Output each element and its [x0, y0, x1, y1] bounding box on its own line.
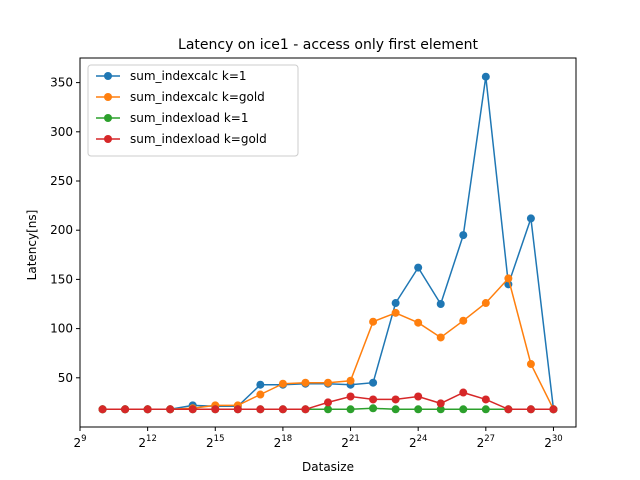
x-tick-label: 29: [73, 434, 86, 450]
data-point: [346, 405, 355, 414]
data-point: [414, 405, 423, 414]
data-point: [143, 405, 152, 414]
x-tick-label: 227: [477, 434, 495, 450]
series-layer: [98, 72, 558, 414]
data-point: [324, 378, 332, 387]
series-line: [102, 276, 555, 411]
x-axis-label: Datasize: [302, 460, 354, 474]
data-point: [369, 404, 378, 413]
y-tick-label: 250: [50, 174, 73, 188]
data-point: [369, 317, 378, 326]
data-point: [98, 405, 107, 414]
data-point: [166, 405, 175, 414]
data-point: [481, 395, 490, 404]
x-tick-label: 218: [274, 434, 292, 450]
series-3: [98, 388, 558, 414]
data-point: [459, 231, 468, 240]
data-point: [459, 388, 468, 397]
data-point: [233, 405, 242, 414]
x-tick-label: 224: [409, 434, 427, 450]
legend: sum_indexcalc k=1 sum_indexcalc k=gold sum…: [87, 64, 299, 157]
plot-area: [79, 57, 577, 428]
y-axis: 50 100 150 200 250 300 350: [50, 76, 80, 385]
data-point: [414, 392, 423, 401]
data-point: [526, 214, 535, 223]
data-point: [436, 399, 445, 408]
data-point: [549, 405, 558, 414]
data-point: [301, 378, 310, 387]
data-point: [121, 405, 130, 414]
data-point: [436, 333, 445, 342]
data-point: [504, 405, 513, 414]
data-point: [324, 398, 332, 407]
legend-marker: [104, 114, 112, 122]
data-point: [391, 299, 400, 308]
legend-item: sum_indexload k=1: [96, 111, 248, 125]
x-tick-label: 215: [206, 434, 224, 450]
x-tick-label: 212: [138, 434, 156, 450]
data-point: [211, 405, 220, 414]
x-tick-label: 230: [544, 434, 562, 450]
series-1: [98, 274, 558, 414]
chart-title: Latency on ice1 - access only first elem…: [178, 37, 478, 53]
legend-label: sum_indexcalc k=1: [130, 69, 247, 83]
y-tick-label: 150: [50, 272, 73, 286]
data-point: [436, 300, 445, 308]
legend-item: sum_indexcalc k=1: [96, 69, 247, 83]
legend-marker: [104, 135, 112, 143]
plot-frame: [79, 57, 577, 428]
data-point: [459, 405, 468, 414]
data-point: [414, 263, 423, 272]
data-point: [504, 274, 513, 283]
legend-item: sum_indexcalc k=gold: [96, 90, 265, 104]
data-point: [481, 299, 490, 308]
data-point: [346, 392, 355, 401]
legend-label: sum_indexload k=gold: [130, 132, 267, 146]
data-point: [526, 405, 535, 414]
data-point: [324, 405, 332, 414]
data-point: [346, 376, 355, 385]
legend-label: sum_indexload k=1: [130, 111, 248, 125]
data-point: [301, 405, 310, 414]
y-tick-label: 300: [50, 125, 73, 139]
legend-marker: [104, 72, 112, 80]
data-point: [256, 390, 265, 399]
data-point: [481, 72, 490, 81]
data-point: [391, 395, 400, 404]
data-point: [278, 405, 287, 414]
data-point: [278, 379, 287, 388]
legend-frame: [87, 64, 299, 157]
data-point: [369, 378, 378, 387]
data-point: [526, 360, 535, 369]
data-point: [256, 405, 265, 414]
x-tick-label: 221: [341, 434, 359, 450]
y-axis-label: Latency[ns]: [25, 210, 39, 281]
data-point: [414, 318, 423, 327]
y-tick-label: 50: [58, 371, 73, 385]
x-axis: 29 212 215 218 221 224 227 230: [73, 427, 563, 450]
legend-item: sum_indexload k=gold: [96, 132, 267, 146]
data-point: [436, 405, 445, 414]
y-tick-label: 100: [50, 322, 73, 336]
data-point: [256, 380, 265, 389]
y-tick-label: 350: [50, 76, 73, 90]
data-point: [188, 405, 197, 414]
data-point: [391, 308, 400, 317]
data-point: [369, 395, 378, 404]
legend-label: sum_indexcalc k=gold: [130, 90, 265, 104]
data-point: [391, 405, 400, 414]
y-tick-label: 200: [50, 223, 73, 237]
data-point: [459, 316, 468, 325]
legend-marker: [104, 93, 112, 101]
data-point: [481, 405, 490, 414]
